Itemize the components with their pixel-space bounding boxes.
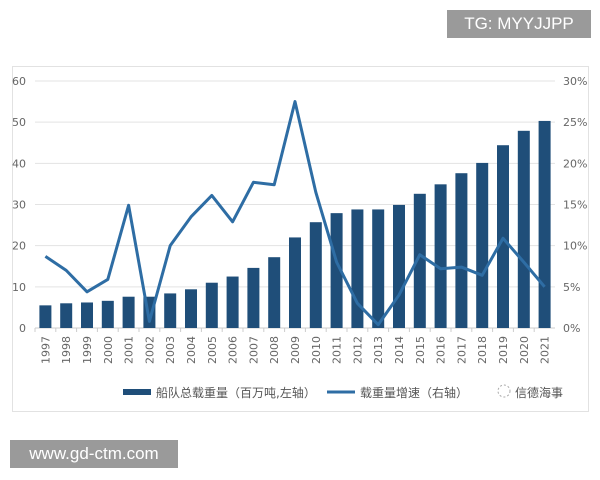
right-tick-label: 25% [563,116,587,129]
x-tick-label: 2009 [289,336,302,364]
bar [101,300,114,328]
bar [351,209,364,328]
bar [455,173,468,328]
x-tick-label: 2000 [102,336,115,364]
left-tick-label: 40 [12,157,26,170]
bar [81,302,93,328]
x-tick-label: 2007 [247,336,260,364]
x-tick-label: 2013 [372,336,385,364]
right-tick-label: 15% [563,199,587,212]
left-tick-label: 50 [12,116,26,129]
bar [309,222,322,328]
x-tick-label: 2005 [206,336,219,364]
watermark-tg: TG: MYYJJPP [447,10,591,38]
x-tick-label: 2010 [310,336,323,364]
x-tick-label: 1997 [39,336,52,364]
x-tick-label: 2011 [331,336,344,364]
x-tick-label: 2004 [185,336,198,364]
bar [164,293,177,328]
x-tick-label: 1998 [60,336,73,364]
bar [60,303,73,328]
x-tick-label: 2008 [268,336,281,364]
x-tick-label: 2002 [143,336,156,364]
right-tick-label: 20% [563,157,587,170]
bar [330,213,343,328]
x-tick-label: 2019 [497,336,510,364]
bar [268,257,281,328]
x-tick-label: 2021 [539,336,552,364]
x-tick-label: 2001 [123,336,136,364]
left-tick-label: 30 [12,199,26,212]
right-tick-label: 0% [563,322,580,335]
bar [247,267,260,328]
bar [517,130,530,328]
x-tick-label: 2015 [414,336,427,364]
x-tick-label: 2018 [476,336,489,364]
bar [289,237,301,328]
bar [205,282,218,328]
bar [393,204,405,328]
bar [372,209,385,328]
left-tick-label: 20 [12,240,26,253]
legend-label-line: 载重量增速（右轴） [360,385,468,400]
logo-text: 信德海事 [515,385,563,400]
bar [538,120,551,328]
chart-panel [12,66,589,412]
legend-label-bar: 船队总载重量（百万吨,左轴） [156,385,316,400]
x-tick-label: 2003 [164,336,177,364]
bar [497,145,509,328]
bar [413,193,426,328]
x-tick-label: 2020 [518,336,531,364]
bar [434,184,447,328]
x-tick-label: 2017 [455,336,468,364]
bar [122,296,135,328]
legend-swatch-bar [123,389,151,395]
bar [185,289,197,328]
bar [476,162,489,328]
x-tick-label: 2016 [435,336,448,364]
right-tick-label: 30% [563,75,587,88]
left-tick-label: 10 [12,281,26,294]
bar [226,276,239,328]
bar [39,305,52,328]
watermark-url: www.gd-ctm.com [10,440,178,468]
x-tick-label: 2012 [351,336,364,364]
left-tick-label: 0 [19,322,26,335]
x-tick-label: 2006 [227,336,240,364]
logo-icon [497,384,511,398]
right-tick-label: 5% [563,281,580,294]
left-tick-label: 60 [12,75,26,88]
x-tick-label: 2014 [393,336,406,364]
right-tick-label: 10% [563,240,587,253]
x-tick-label: 1999 [81,336,94,364]
